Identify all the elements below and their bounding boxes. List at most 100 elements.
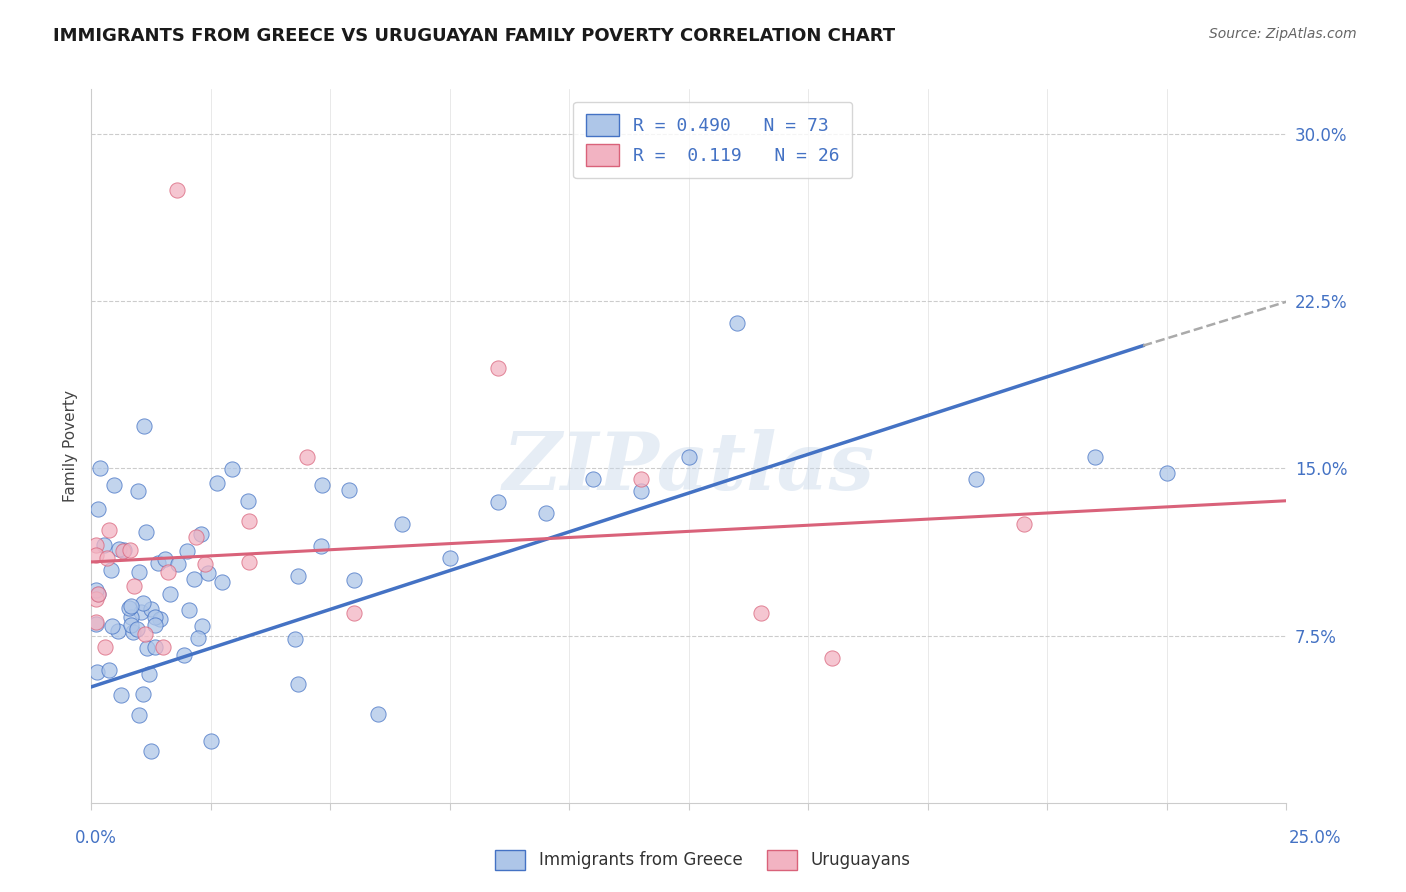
Legend: Immigrants from Greece, Uruguayans: Immigrants from Greece, Uruguayans xyxy=(489,843,917,877)
Point xyxy=(84,548,107,562)
Point xyxy=(194,558,217,572)
Legend: R = 0.490   N = 73, R =  0.119   N = 26: R = 0.490 N = 73, R = 0.119 N = 26 xyxy=(574,102,852,178)
Point xyxy=(107,624,129,638)
Text: ZIPatlas: ZIPatlas xyxy=(503,429,875,506)
Point xyxy=(124,579,146,593)
Y-axis label: Family Poverty: Family Poverty xyxy=(62,390,77,502)
Point xyxy=(1012,516,1035,531)
Point xyxy=(439,550,461,565)
Point xyxy=(183,572,205,586)
Point xyxy=(211,575,233,590)
Point xyxy=(238,555,260,569)
Point xyxy=(343,607,366,621)
Point xyxy=(84,617,107,632)
Point xyxy=(96,551,118,566)
Point xyxy=(236,494,259,508)
Point xyxy=(134,418,156,433)
Point xyxy=(135,525,157,540)
Point xyxy=(108,542,131,557)
Point xyxy=(127,483,149,498)
Point xyxy=(156,566,179,580)
Point xyxy=(128,565,150,579)
Point xyxy=(238,514,260,528)
Point xyxy=(128,707,150,722)
Point xyxy=(391,516,413,531)
Point xyxy=(343,573,366,587)
Point xyxy=(141,602,163,616)
Point xyxy=(191,619,214,633)
Point xyxy=(965,473,987,487)
Point xyxy=(187,631,209,645)
Point xyxy=(582,473,605,487)
Point xyxy=(84,538,107,552)
Point xyxy=(110,688,132,702)
Point xyxy=(173,648,195,662)
Point xyxy=(176,544,198,558)
Point xyxy=(121,625,143,640)
Point xyxy=(100,563,122,577)
Point xyxy=(112,542,135,557)
Point xyxy=(630,483,652,498)
Point xyxy=(1084,450,1107,464)
Point xyxy=(111,544,134,558)
Point xyxy=(287,569,309,583)
Text: IMMIGRANTS FROM GREECE VS URUGUAYAN FAMILY POVERTY CORRELATION CHART: IMMIGRANTS FROM GREECE VS URUGUAYAN FAMI… xyxy=(53,27,896,45)
Point xyxy=(486,360,509,375)
Point xyxy=(118,543,141,558)
Point xyxy=(149,612,172,626)
Point xyxy=(97,663,120,677)
Point xyxy=(89,461,111,475)
Point xyxy=(129,606,152,620)
Point xyxy=(120,599,142,614)
Point xyxy=(153,552,176,566)
Point xyxy=(120,618,142,632)
Point xyxy=(101,618,124,632)
Point xyxy=(84,615,107,629)
Point xyxy=(152,640,174,654)
Point xyxy=(284,632,307,646)
Point xyxy=(143,610,166,624)
Point xyxy=(93,538,115,552)
Text: Source: ZipAtlas.com: Source: ZipAtlas.com xyxy=(1209,27,1357,41)
Point xyxy=(295,450,318,464)
Point xyxy=(630,473,652,487)
Point xyxy=(136,641,159,656)
Point xyxy=(197,566,219,580)
Point xyxy=(146,556,169,570)
Point xyxy=(179,603,201,617)
Point xyxy=(143,640,166,654)
Point xyxy=(87,502,110,516)
Point xyxy=(184,530,207,544)
Point xyxy=(86,587,108,601)
Point xyxy=(118,601,141,615)
Point xyxy=(84,582,107,597)
Point xyxy=(132,687,155,701)
Point xyxy=(94,640,117,654)
Point xyxy=(725,316,748,330)
Point xyxy=(821,651,844,665)
Point xyxy=(678,450,700,464)
Text: 25.0%: 25.0% xyxy=(1288,829,1341,847)
Text: 0.0%: 0.0% xyxy=(75,829,117,847)
Point xyxy=(190,527,212,541)
Point xyxy=(309,539,332,553)
Point xyxy=(311,478,333,492)
Point xyxy=(103,477,125,491)
Point xyxy=(221,462,243,476)
Point xyxy=(287,677,309,691)
Point xyxy=(87,587,110,601)
Point xyxy=(138,667,160,681)
Point xyxy=(86,665,108,679)
Point xyxy=(127,622,149,636)
Point xyxy=(200,734,222,748)
Point xyxy=(159,586,181,600)
Point xyxy=(132,596,155,610)
Point xyxy=(84,591,107,606)
Point xyxy=(167,557,190,571)
Point xyxy=(749,607,772,621)
Point xyxy=(143,617,166,632)
Point xyxy=(97,524,120,538)
Point xyxy=(134,627,156,641)
Point xyxy=(337,483,360,497)
Point xyxy=(166,182,188,196)
